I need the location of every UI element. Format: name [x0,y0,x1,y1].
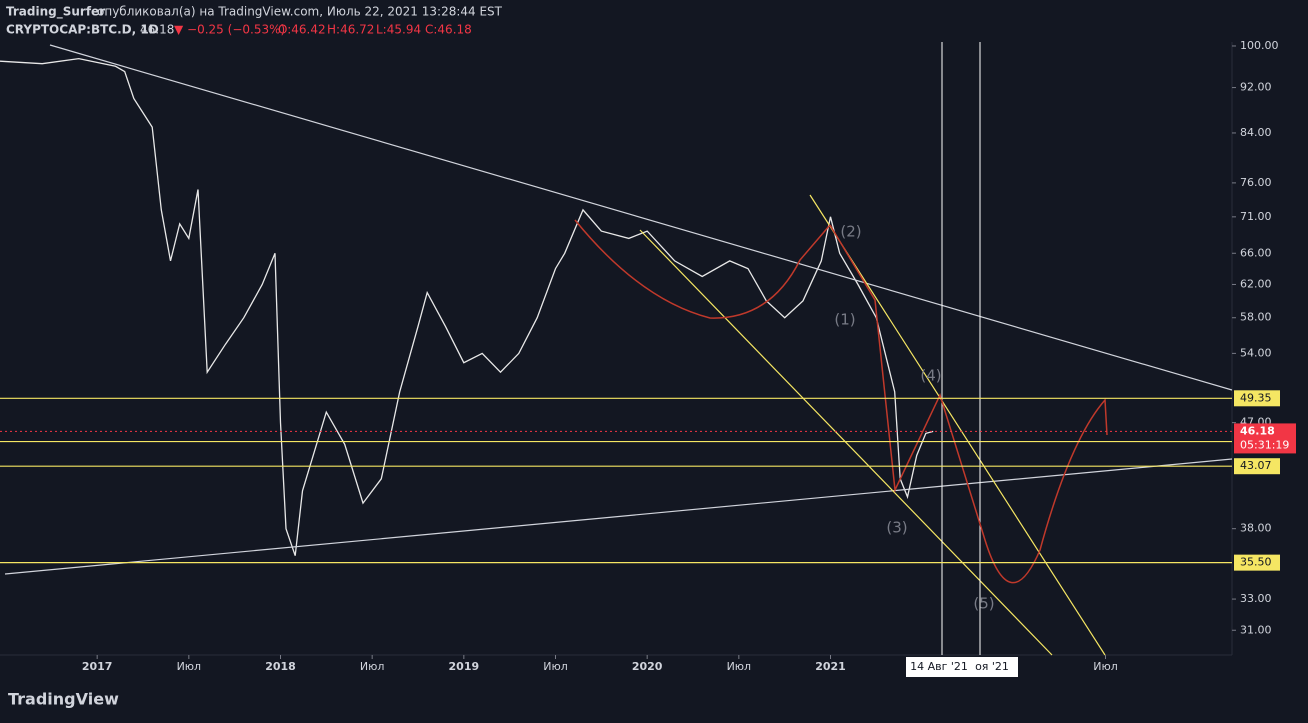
last-price-box [1234,423,1296,454]
x-tick-label: 2019 [449,660,480,673]
forecast [829,224,1108,584]
low: L:45.94 [376,23,421,37]
crosshair-box [906,657,972,677]
wave-label: (5) [973,595,994,613]
x-tick-label: Июл [360,660,385,673]
y-tick-label: 33.00 [1240,592,1272,605]
drawings: (1) (2) (3) (4) (5) [4,42,1233,656]
close: C:46.18 [425,23,472,37]
price-line [0,57,934,556]
trendline [4,458,1233,575]
symbol: CRYPTOCAP:BTC.D, 1D [6,23,159,37]
level-box [1234,458,1280,475]
x-tick-label: Июл [543,660,568,673]
published: опубликовал(а) на TradingView.com, Июль … [97,5,503,19]
level-box [1234,390,1280,407]
wave-label: (3) [886,519,907,537]
wave-label: (2) [840,223,861,241]
y-tick-label: 100.00 [1240,39,1279,52]
y-tick-label: 54.00 [1240,346,1272,359]
level-label: 49.35 [1240,391,1272,404]
level-label: 35.50 [1240,556,1272,569]
x-tick-label: Июл [727,660,752,673]
y-tick-label: 71.00 [1240,210,1272,223]
y-tick-label: 38.00 [1240,522,1272,535]
y-tick-label: 92.00 [1240,81,1272,94]
y-tick-label: 62.00 [1240,277,1272,290]
author: Trading_Surfer [6,5,105,20]
y-tick-label: 58.00 [1240,311,1272,324]
y-tick-label: 31.00 [1240,623,1272,636]
y-tick-label: 66.00 [1240,246,1272,259]
x-tick-label: 2021 [815,660,846,673]
x-tick-label: Июл [177,660,202,673]
countdown: 05:31:19 [1240,438,1289,451]
last: 46.18 [140,23,174,37]
wave-label: (1) [834,311,855,329]
change: ▼ −0.25 (−0.53%) [174,23,285,37]
x-tick-label: 2020 [632,660,663,673]
x-tick-label: 2017 [82,660,113,673]
footer-logo: TradingView [8,690,119,709]
crosshair-label: оя '21 [975,660,1009,673]
last-price-label: 46.18 [1240,424,1275,437]
channel-line [809,194,1106,656]
open: O:46.42 [278,23,326,37]
y-tick-label: 76.00 [1240,176,1272,189]
wave-label: (4) [920,367,941,385]
arc [574,219,831,319]
x-tick-label: 2018 [265,660,296,673]
crosshair-label: 14 Авг '21 [910,660,968,673]
trendline [49,44,1233,391]
level-label: 43.07 [1240,459,1272,472]
y-tick-label: 84.00 [1240,126,1272,139]
channel-line [639,229,1053,656]
crosshair-box [972,657,1018,677]
high: H:46.72 [327,23,374,37]
x-tick-label: Июл [1093,660,1118,673]
level-box [1234,554,1280,571]
